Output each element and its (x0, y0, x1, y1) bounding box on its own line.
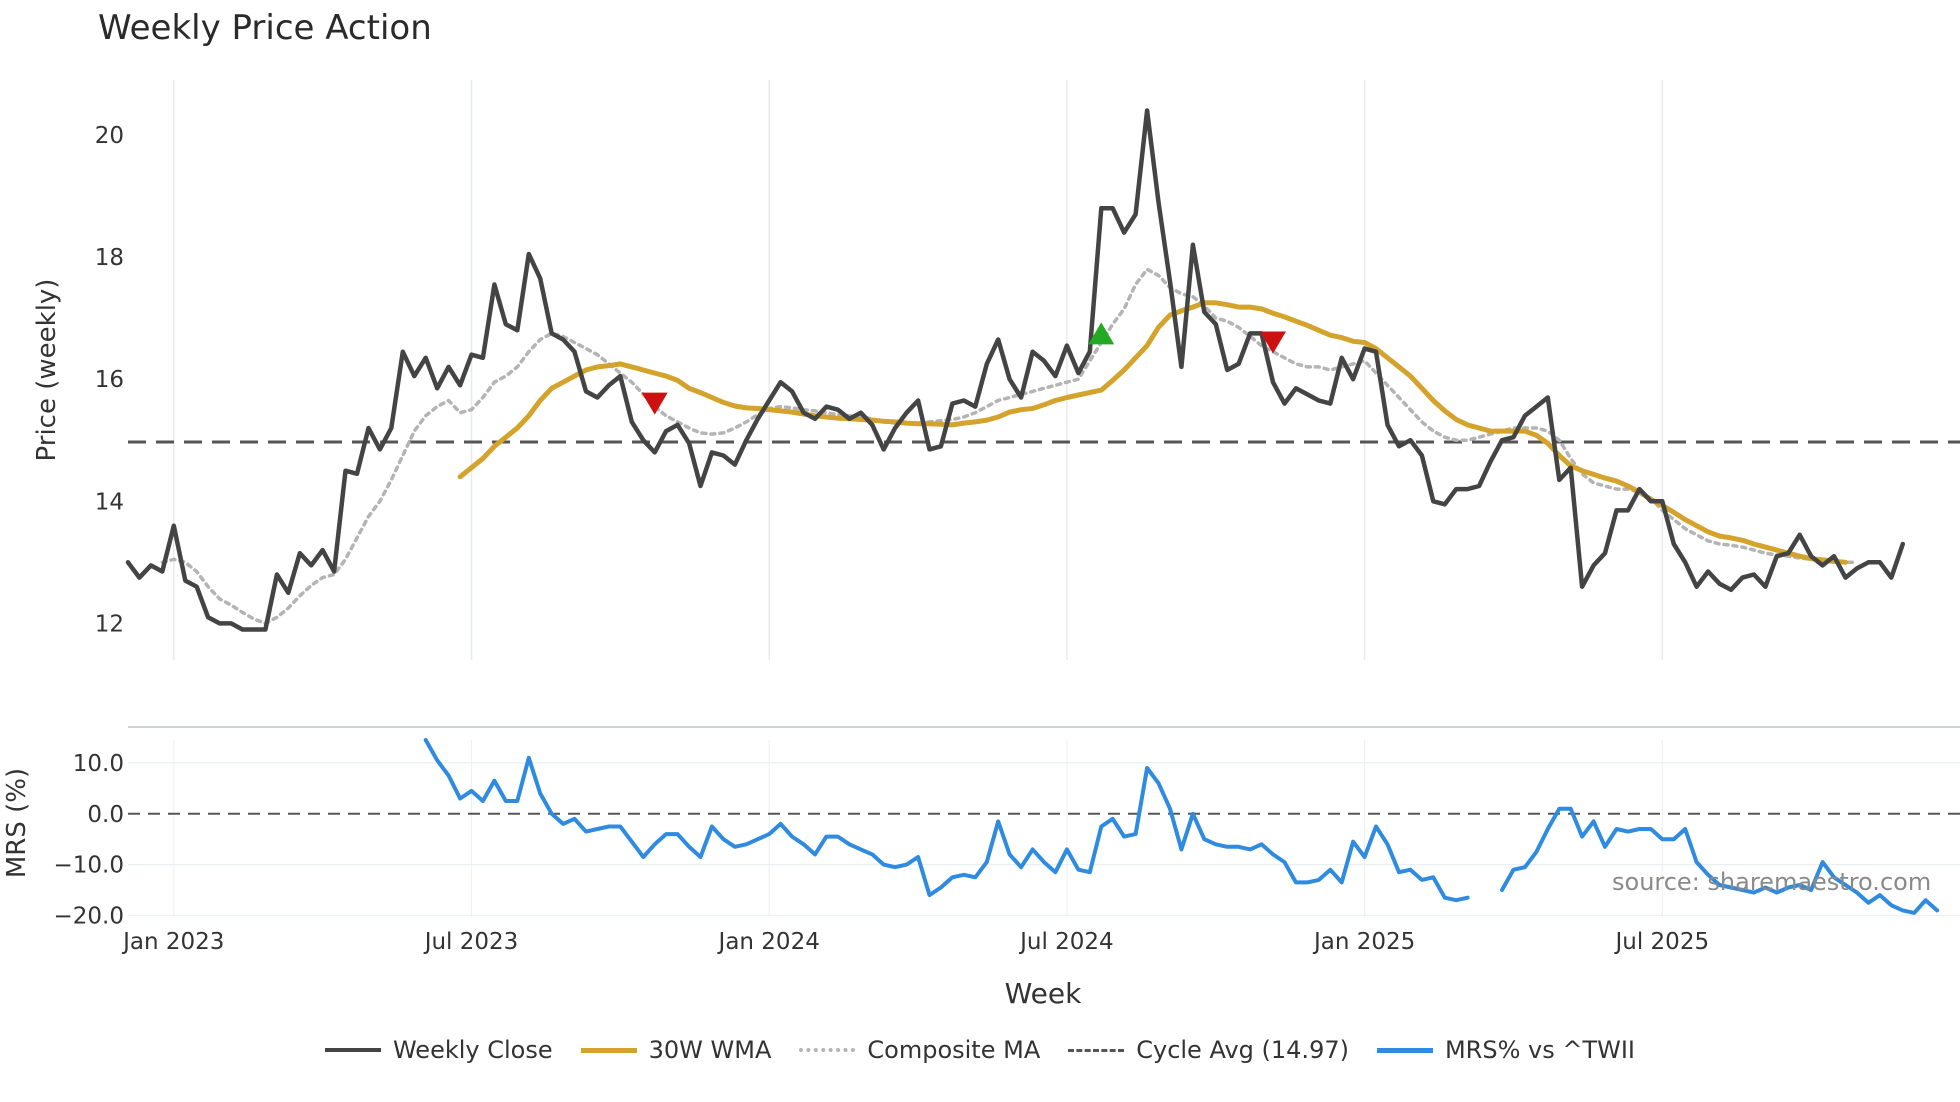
weekly-close-line (125, 108, 1906, 632)
mrs-y-tick-label: 0.0 (87, 802, 124, 828)
x-tick-label: Jul 2023 (423, 929, 519, 955)
price-y-tick-label: 18 (95, 245, 124, 271)
legend-label: Weekly Close (392, 1036, 553, 1064)
legend-label: 30W WMA (648, 1036, 772, 1064)
price-y-axis-label: Price (weekly) (32, 279, 62, 462)
legend-item-weekly-close[interactable]: Weekly Close (324, 1036, 553, 1064)
marker-layer (641, 322, 1286, 415)
axis-layer: Jan 2023 Jul 2023 Jan 2024 Jul 2024 Jan 2025… (54, 123, 1710, 955)
price-y-tick-label: 12 (95, 611, 124, 637)
legend-label: Cycle Avg (14.97) (1136, 1036, 1349, 1064)
price-y-tick-label: 16 (95, 367, 124, 393)
grid-layer (128, 80, 1960, 917)
source-note: source: sharemaestro.com (1612, 868, 1932, 896)
x-tick-label: Jan 2025 (1312, 929, 1415, 955)
x-tick-label: Jul 2025 (1613, 929, 1709, 955)
sell-signal-marker (1260, 331, 1286, 354)
x-tick-label: Jul 2024 (1018, 929, 1114, 955)
legend-item-composite-ma[interactable]: Composite MA (799, 1036, 1040, 1064)
legend-item-mrs[interactable]: MRS% vs ^TWII (1376, 1036, 1636, 1064)
mrs-y-tick-label: −20.0 (54, 903, 124, 929)
x-axis-label: Week (1005, 977, 1082, 1010)
composite-ma-line (160, 267, 1859, 626)
legend-label: MRS% vs ^TWII (1444, 1036, 1636, 1064)
legend-swatch-cycle-avg (1068, 1048, 1125, 1052)
mrs-y-axis-label: MRS (%) (2, 768, 32, 878)
legend-item-cycle-avg[interactable]: Cycle Avg (14.97) (1068, 1036, 1349, 1064)
legend-swatch-30w-wma (580, 1047, 637, 1053)
wma-30w-line (457, 300, 1848, 565)
mrs-y-tick-label: −10.0 (54, 853, 124, 879)
legend: Weekly Close 30W WMA Composite MA Cycle … (0, 1036, 1960, 1064)
buy-signal-marker (1088, 322, 1115, 345)
legend-label: Composite MA (867, 1036, 1041, 1064)
legend-swatch-composite-ma (799, 1048, 856, 1052)
reference-lines (128, 440, 1960, 815)
x-tick-label: Jan 2024 (717, 929, 820, 955)
price-y-tick-label: 20 (95, 123, 124, 149)
series-layer (125, 108, 1940, 915)
sell-signal-marker (641, 392, 668, 415)
x-tick-label: Jan 2023 (121, 929, 224, 955)
chart-title: Weekly Price Action (98, 8, 432, 48)
legend-swatch-weekly-close (324, 1048, 381, 1052)
price-y-tick-label: 14 (95, 489, 124, 515)
legend-item-30w-wma[interactable]: 30W WMA (580, 1036, 772, 1064)
mrs-line (423, 738, 1940, 915)
mrs-y-tick-label: 10.0 (73, 751, 124, 777)
legend-swatch-mrs (1376, 1047, 1433, 1053)
